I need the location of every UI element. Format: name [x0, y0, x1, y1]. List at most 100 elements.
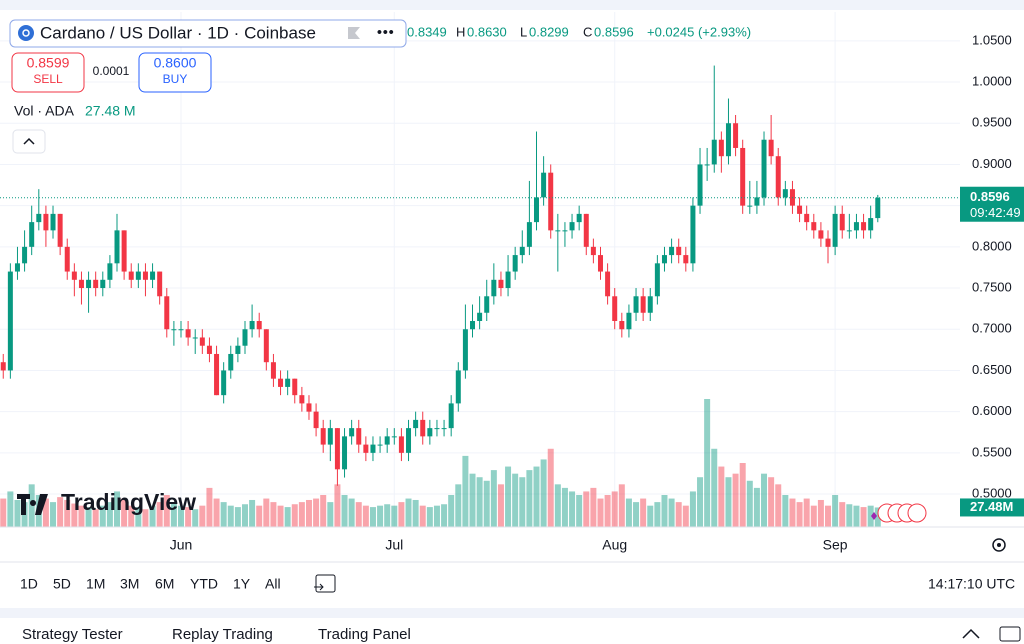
candle-body [249, 321, 255, 330]
candle-body [690, 205, 696, 264]
candle-body [107, 263, 113, 280]
y-tick-label: 0.8000 [972, 238, 1012, 253]
candle-body [334, 428, 340, 470]
candle-body [157, 271, 163, 297]
volume-bar [106, 502, 113, 527]
candle-body [704, 164, 710, 166]
candle-body [477, 312, 483, 321]
settings-icon[interactable] [992, 538, 1006, 552]
candle-body [455, 370, 461, 404]
candle-body [612, 296, 618, 321]
clock[interactable]: 14:17:10 UTC [928, 576, 1015, 592]
volume-bar [483, 480, 490, 527]
volume-bar [732, 473, 739, 527]
buy-price: 0.8600 [154, 55, 197, 71]
timeframe-button[interactable]: YTD [190, 576, 218, 592]
expand-icon[interactable] [962, 628, 980, 639]
volume-legend-value: 27.48 M [85, 103, 136, 119]
x-tick-label: Aug [602, 537, 627, 553]
volume-bar [384, 504, 391, 527]
volume-bar [135, 507, 142, 527]
volume-bar [213, 498, 220, 527]
candle-body [861, 222, 867, 231]
candle-body [647, 296, 653, 313]
volume-bar [71, 503, 78, 527]
volume-bar [817, 499, 824, 527]
timeframe-button[interactable]: 6M [155, 576, 174, 592]
candle-body [846, 230, 852, 232]
timeframe-button[interactable]: 1Y [233, 576, 251, 592]
candle-body [441, 428, 447, 430]
candle-body [185, 329, 191, 338]
candle-body [853, 222, 859, 231]
volume-bar [796, 502, 803, 527]
collapse-button[interactable] [12, 129, 46, 154]
candle-body [14, 263, 20, 272]
volume-bar [625, 498, 632, 527]
volume-bar [0, 498, 7, 527]
candle-body [534, 197, 539, 223]
candle-body [64, 246, 70, 272]
timeframe-button[interactable]: All [265, 576, 281, 592]
volume-bar [832, 495, 839, 527]
volume-label-box [960, 498, 1024, 517]
volume-bar [448, 495, 455, 527]
gear-center [997, 543, 1001, 547]
volume-bar [668, 498, 675, 527]
volume-bar [718, 466, 725, 527]
volume-bar [291, 504, 298, 527]
y-tick-label: 0.7000 [972, 321, 1012, 336]
volume-bar [263, 498, 270, 527]
calendar-icon [315, 574, 336, 593]
candle-body [626, 312, 632, 330]
candle-body [78, 279, 84, 289]
candle-body [505, 271, 511, 289]
symbol-icon [18, 25, 34, 41]
buy-button[interactable] [138, 52, 212, 93]
candle-body [491, 279, 497, 297]
logo-icon [17, 494, 48, 515]
candle-body [576, 213, 582, 223]
maximize-icon[interactable] [999, 626, 1021, 642]
timeframe-button[interactable]: 1M [86, 576, 105, 592]
volume-bar [313, 498, 320, 527]
bottom-tab[interactable]: Strategy Tester [22, 626, 123, 643]
bottom-tab[interactable]: Trading Panel [318, 626, 411, 643]
top-strip [0, 0, 1024, 10]
timeframe-button[interactable]: 1D [20, 576, 38, 592]
sell-button[interactable] [11, 52, 85, 93]
range-icon[interactable] [314, 574, 336, 593]
symbol-box[interactable] [9, 19, 407, 48]
candle-body [818, 230, 824, 239]
candle-body [420, 419, 426, 437]
news-icon[interactable] [907, 503, 927, 523]
ohlc-label: L [520, 24, 527, 39]
flag-icon[interactable] [348, 27, 360, 39]
volume-bar [320, 495, 327, 527]
volume-bar [853, 505, 860, 527]
volume-label: 27.48M [970, 499, 1013, 514]
candle-body [320, 428, 326, 445]
timeframe-button[interactable]: 3M [120, 576, 139, 592]
y-tick-label: 0.9000 [972, 156, 1012, 171]
last-price-label: 0.8596 [970, 189, 1010, 204]
more-icon[interactable]: ••• [377, 24, 395, 40]
candle-body [150, 271, 156, 280]
candle-body [0, 362, 6, 371]
symbol-title[interactable]: Cardano / US Dollar · 1D · Coinbase [40, 23, 316, 42]
ohlc-value: 0.8596 [594, 24, 634, 39]
candle-body [825, 238, 831, 247]
candle-body [384, 436, 390, 445]
candle-body [370, 444, 376, 453]
volume-bar [42, 498, 49, 527]
bottom-tab[interactable]: Replay Trading [172, 626, 273, 643]
spread: 0.0001 [93, 64, 130, 78]
candle-body [718, 139, 724, 157]
volume-bar [426, 507, 433, 527]
volume-bar [761, 473, 768, 527]
timeframe-button[interactable]: 5D [53, 576, 71, 592]
candle-body [541, 172, 547, 198]
candle-body [178, 329, 184, 331]
y-tick-label: 0.6500 [972, 362, 1012, 377]
